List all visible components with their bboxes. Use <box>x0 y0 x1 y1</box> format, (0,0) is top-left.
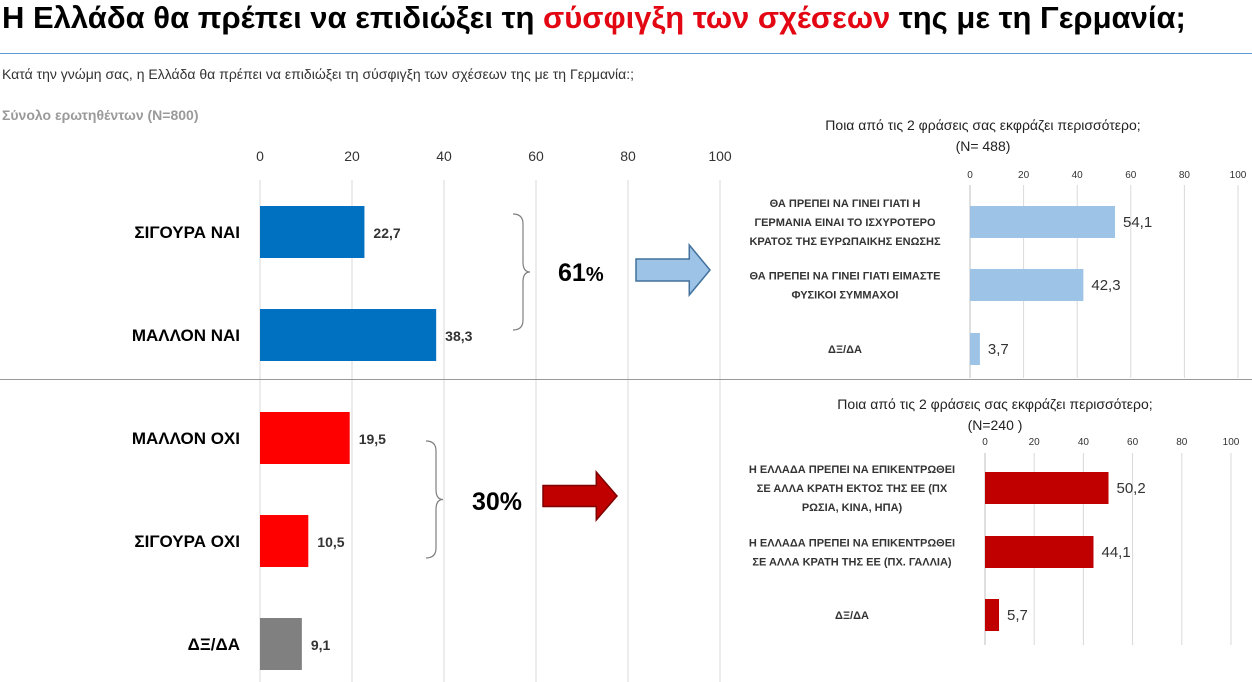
title-highlight: σύσφιγξη των σχέσεων <box>543 0 891 35</box>
x-tick-label: 40 <box>1072 170 1084 181</box>
main-bar-chart: 0 20 40 60 80 100 ΣΙΓΟΥΡΑ ΝΑΙ 22,7 ΜΑΛΛΟΝ ΝΑΙ 38,… <box>132 148 732 682</box>
category-label: ΣΙΓΟΥΡΑ ΟΧΙ <box>134 532 240 551</box>
category-label: ΘΑ ΠΡΕΠΕΙ ΝΑ ΓΙΝΕΙ ΓΙΑΤΙ Η <box>770 198 921 210</box>
x-tick-label: 80 <box>1179 170 1191 181</box>
no-followup-chart: Ποια από τις 2 φράσεις σας εκφράζει περι… <box>749 396 1240 645</box>
section-divider <box>0 379 1252 380</box>
x-tick-label: 40 <box>436 148 452 164</box>
value-label: 44,1 <box>1101 544 1130 561</box>
bar <box>970 206 1115 238</box>
title-divider <box>0 53 1252 54</box>
yes-total-label: 61% <box>558 259 604 287</box>
category-label: ΜΑΛΛΟΝ ΝΑΙ <box>132 326 240 345</box>
yes-total-percent-sign: % <box>586 264 604 286</box>
right-arrow-icon <box>542 469 618 523</box>
value-label: 10,5 <box>317 534 344 550</box>
bar <box>985 536 1094 568</box>
x-tick-label: 80 <box>620 148 636 164</box>
yes-total-number: 61 <box>558 259 586 287</box>
no-total-label: 30% <box>472 488 522 516</box>
x-tick-label: 0 <box>982 437 988 448</box>
page-title: Η Ελλάδα θα πρέπει να επιδιώξει τη σύσφι… <box>2 0 1186 36</box>
bracket <box>512 213 531 331</box>
chart-title: (N=240 ) <box>968 417 1023 433</box>
x-tick-label: 60 <box>1125 170 1137 181</box>
summary-annotations: 61% 30% <box>425 213 711 559</box>
value-label: 19,5 <box>359 431 386 447</box>
category-label: ΦΥΣΙΚΟΙ ΣΥΜΜΑΧΟΙ <box>792 290 899 302</box>
value-label: 22,7 <box>373 225 400 241</box>
category-label: ΜΑΛΛΟΝ ΟΧΙ <box>132 429 240 448</box>
bar <box>970 269 1084 301</box>
bar <box>260 412 350 464</box>
bar <box>260 206 365 258</box>
question-text: Κατά την γνώμη σας, η Ελλάδα θα πρέπει ν… <box>2 66 635 82</box>
x-tick-label: 60 <box>1127 437 1139 448</box>
x-tick-label: 20 <box>1029 437 1041 448</box>
category-label: ΓΕΡΜΑΝΙΑ ΕΙΝΑΙ ΤΟ ΙΣΧΥΡΟΤΕΡΟ <box>754 217 936 229</box>
yes-followup-chart: Ποια από τις 2 φράσεις σας εκφράζει περι… <box>749 117 1247 378</box>
base-note: Σύνολο ερωτηθέντων (N=800) <box>2 107 199 123</box>
title-text: Η Ελλάδα θα πρέπει να επιδιώξει τη <box>2 0 544 35</box>
x-tick-label: 100 <box>1230 170 1247 181</box>
bar <box>260 515 309 567</box>
value-label: 42,3 <box>1091 277 1120 294</box>
chart-title: (N= 488) <box>956 138 1011 154</box>
category-label: ΔΞ/ΔΑ <box>828 344 862 356</box>
category-label: ΡΩΣΙΑ, ΚΙΝΑ, ΗΠΑ) <box>802 502 903 514</box>
category-label: ΔΞ/ΔΑ <box>835 610 869 622</box>
value-label: 3,7 <box>988 341 1009 358</box>
right-arrow-icon <box>635 242 711 298</box>
bar <box>985 472 1109 504</box>
category-label: Η ΕΛΛΑΔΑ ΠΡΕΠΕΙ ΝΑ ΕΠΙΚΕΝΤΡΩΘΕΙ <box>749 538 955 550</box>
chart-title: Ποια από τις 2 φράσεις σας εκφράζει περι… <box>825 117 1140 133</box>
category-label: ΣΕ ΑΛΛΑ ΚΡΑΤΗ ΕΚΤΟΣ ΤΗΣ ΕΕ (ΠΧ <box>757 483 948 495</box>
category-label: ΔΞ/ΔΑ <box>188 635 240 654</box>
bracket <box>425 440 444 559</box>
value-label: 5,7 <box>1007 607 1028 624</box>
bar <box>260 618 302 670</box>
chart-title: Ποια από τις 2 φράσεις σας εκφράζει περι… <box>837 396 1152 412</box>
bar <box>970 333 980 365</box>
category-label: ΣΙΓΟΥΡΑ ΝΑΙ <box>134 223 240 242</box>
bar <box>260 309 437 361</box>
value-label: 38,3 <box>445 328 472 344</box>
x-tick-label: 60 <box>528 148 544 164</box>
category-label: ΘΑ ΠΡΕΠΕΙ ΝΑ ΓΙΝΕΙ ΓΙΑΤΙ ΕΙΜΑΣΤΕ <box>750 271 941 283</box>
title-text-end: της με τη Γερμανία; <box>890 0 1186 35</box>
x-tick-label: 0 <box>967 170 973 181</box>
x-tick-label: 20 <box>1018 170 1030 181</box>
value-label: 50,2 <box>1116 480 1145 497</box>
category-label: Η ΕΛΛΑΔΑ ΠΡΕΠΕΙ ΝΑ ΕΠΙΚΕΝΤΡΩΘΕΙ <box>749 464 955 476</box>
x-tick-label: 20 <box>344 148 360 164</box>
bar <box>985 599 1000 631</box>
x-tick-label: 100 <box>708 148 732 164</box>
category-label: ΣΕ ΑΛΛΑ ΚΡΑΤΗ ΤΗΣ ΕΕ (ΠΧ. ΓΑΛΛΙΑ) <box>752 557 952 569</box>
value-label: 54,1 <box>1123 214 1152 231</box>
x-tick-label: 80 <box>1176 437 1188 448</box>
x-tick-label: 40 <box>1078 437 1090 448</box>
value-label: 9,1 <box>311 637 331 653</box>
x-tick-label: 0 <box>256 148 264 164</box>
x-tick-label: 100 <box>1223 437 1240 448</box>
category-label: ΚΡΑΤΟΣ ΤΗΣ ΕΥΡΩΠΑΙΚΗΣ ΕΝΩΣΗΣ <box>749 236 941 248</box>
